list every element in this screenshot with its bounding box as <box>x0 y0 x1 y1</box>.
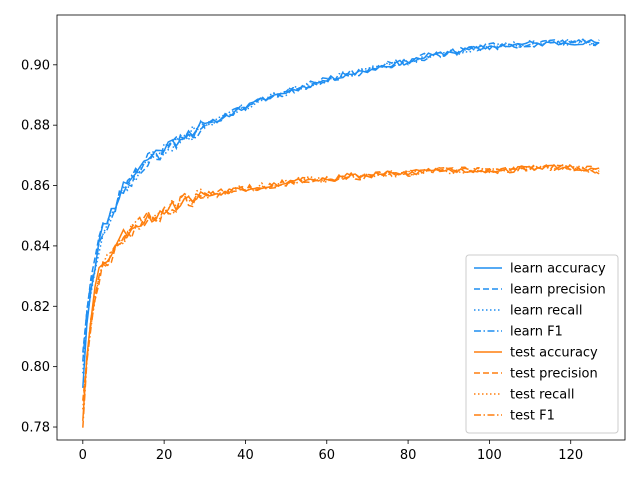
series-line-test-f1 <box>82 164 600 428</box>
y-tick-label: 0.82 <box>21 300 50 315</box>
x-tick-label: 120 <box>558 448 583 463</box>
legend-label: test F1 <box>510 409 555 424</box>
y-tick-label: 0.86 <box>21 179 50 194</box>
x-tick-label: 40 <box>237 448 254 463</box>
y-tick-label: 0.90 <box>21 58 50 73</box>
legend-label: learn recall <box>510 304 582 319</box>
y-tick-label: 0.80 <box>21 360 50 375</box>
x-tick-label: 60 <box>318 448 335 463</box>
y-axis: 0.78 0.80 0.82 0.84 0.86 0.88 0.90 <box>21 58 57 436</box>
legend-label: test precision <box>510 367 598 382</box>
x-tick-label: 0 <box>79 448 87 463</box>
legend-label: learn accuracy <box>510 262 606 277</box>
legend-label: learn precision <box>510 283 606 298</box>
legend-label: learn F1 <box>510 325 563 340</box>
series-line-learn-recall <box>82 38 600 374</box>
legend-label: test recall <box>510 388 575 403</box>
series-line-learn-f1 <box>82 38 600 362</box>
legend-box <box>465 254 619 434</box>
legend-label: test accuracy <box>510 346 598 361</box>
x-tick-label: 100 <box>477 448 502 463</box>
y-tick-label: 0.84 <box>21 239 50 254</box>
x-axis: 0 20 40 60 80 100 120 <box>79 440 583 463</box>
axes-frame <box>56 14 626 441</box>
legend: learn accuracy learn precision learn recal… <box>465 254 619 434</box>
x-tick-label: 20 <box>156 448 173 463</box>
series-layer <box>82 38 600 428</box>
x-tick-label: 80 <box>400 448 417 463</box>
y-tick-label: 0.88 <box>21 119 50 134</box>
y-tick-label: 0.78 <box>21 421 50 436</box>
